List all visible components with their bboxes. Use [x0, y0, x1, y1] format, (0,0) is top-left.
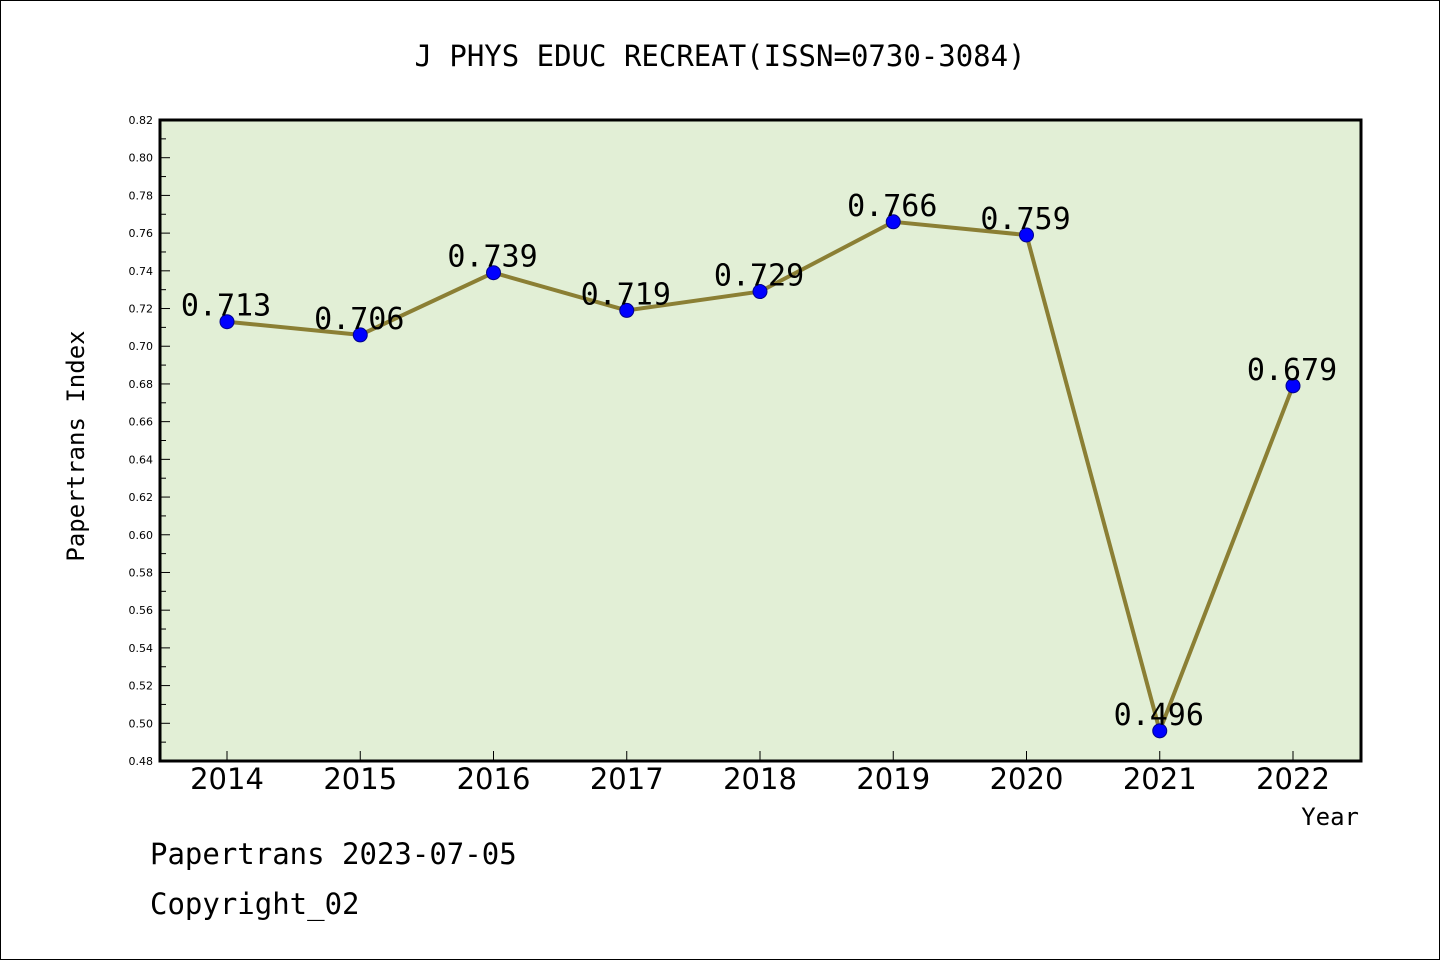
data-label-2021: 0.496: [1114, 698, 1204, 733]
x-tick-label: 2017: [590, 762, 664, 796]
y-tick-label: 0.60: [129, 529, 154, 542]
y-tick-label: 0.70: [129, 340, 154, 353]
footer-date: Papertrans 2023-07-05: [150, 837, 517, 871]
y-tick-label: 0.64: [129, 453, 154, 466]
y-tick-label: 0.62: [129, 491, 154, 504]
data-label-2015: 0.706: [314, 302, 404, 337]
data-point-2017: [619, 302, 635, 318]
data-point-2021: [1152, 723, 1168, 739]
footer-copyright: Copyright_02: [150, 887, 360, 922]
x-tick-label: 2020: [990, 762, 1064, 796]
data-point-2022: [1285, 378, 1301, 394]
y-axis: 0.48 0.50 0.52 0.54 0.56 0.58 0.60 0.62 0.64 0.66…: [129, 114, 170, 768]
y-tick-label: 0.80: [129, 152, 154, 165]
data-label-2014: 0.713: [181, 289, 271, 324]
data-label-2018: 0.729: [714, 259, 804, 294]
y-tick-label: 0.72: [129, 303, 154, 316]
data-point-2014: [219, 314, 235, 330]
data-label-2017: 0.719: [581, 277, 671, 312]
y-tick-label: 0.82: [129, 114, 154, 127]
y-tick-label: 0.58: [129, 566, 154, 579]
y-tick-label: 0.50: [129, 717, 154, 730]
x-tick-label: 2016: [457, 762, 531, 796]
x-tick-label: 2022: [1256, 762, 1330, 796]
y-tick-label: 0.52: [129, 680, 154, 693]
y-tick-label: 0.74: [129, 265, 154, 278]
data-label-2016: 0.739: [447, 240, 537, 275]
x-tick-label: 2019: [856, 762, 930, 796]
data-labels: 0.713 0.706 0.739 0.719 0.729 0.766 0.759 0.496…: [181, 189, 1337, 733]
x-tick-label: 2014: [190, 762, 264, 796]
data-label-2020: 0.759: [980, 202, 1070, 237]
x-tick-label: 2021: [1123, 762, 1197, 796]
y-tick-label: 0.54: [129, 642, 154, 655]
x-axis-label: Year: [1301, 803, 1359, 831]
y-axis-label: Papertrans Index: [62, 330, 90, 561]
x-tick-label: 2015: [323, 762, 397, 796]
x-axis: 2014 2015 2016 2017 2018 2019 2020 2021 2022: [190, 751, 1330, 796]
y-tick-label: 0.56: [129, 604, 154, 617]
data-label-2022: 0.679: [1247, 353, 1337, 388]
y-tick-label: 0.78: [129, 189, 154, 202]
y-tick-label: 0.76: [129, 227, 154, 240]
data-point-2018: [752, 284, 768, 300]
y-tick-label: 0.66: [129, 416, 154, 429]
data-point-2015: [352, 327, 368, 343]
data-point-2020: [1019, 227, 1034, 243]
data-label-2019: 0.766: [847, 189, 937, 224]
data-point-2019: [885, 214, 901, 230]
y-tick-label: 0.48: [129, 755, 154, 768]
series-line: [219, 214, 1301, 739]
plot-area: [158, 118, 1363, 763]
y-tick-label: 0.68: [129, 378, 154, 391]
chart-title: J PHYS EDUC RECREAT(ISSN=0730-3084): [414, 39, 1025, 73]
x-tick-label: 2018: [723, 762, 797, 796]
data-point-2016: [486, 265, 501, 281]
